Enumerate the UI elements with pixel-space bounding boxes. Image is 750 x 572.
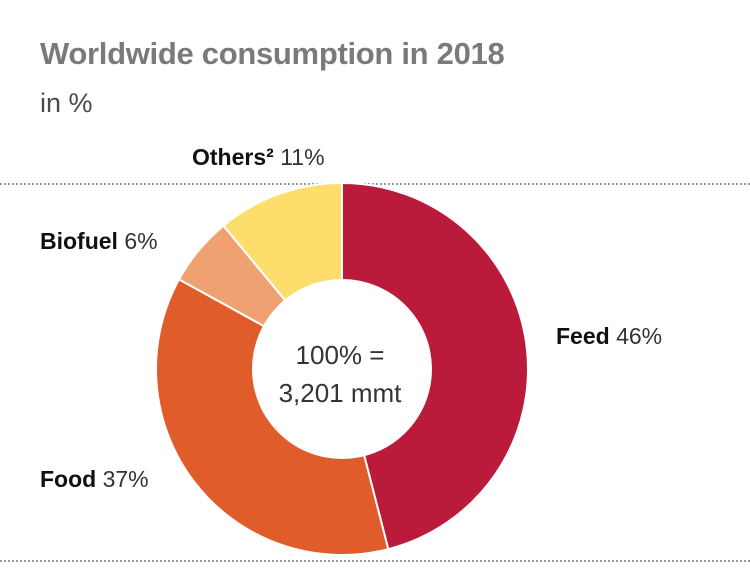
donut-hole	[252, 279, 432, 459]
slice-name-food: Food	[40, 466, 97, 492]
slice-value-biofuel: 6%	[124, 228, 158, 254]
chart-subtitle: in %	[40, 88, 93, 118]
center-label-line-2: 3,201 mmt	[278, 378, 402, 408]
slice-name-biofuel: Biofuel	[40, 228, 118, 254]
top-dotted-divider	[0, 183, 750, 185]
slice-label-biofuel: Biofuel 6%	[40, 228, 158, 255]
center-label-line-1: 100% =	[295, 340, 385, 370]
slice-value-others: 11%	[280, 144, 325, 170]
slice-feed	[341, 181, 529, 551]
slice-value-feed: 46%	[616, 323, 663, 349]
slice-label-feed: Feed 46%	[556, 323, 662, 350]
chart-title: Worldwide consumption in 2018	[40, 36, 505, 71]
slice-name-others: Others²	[192, 144, 274, 170]
bottom-dotted-divider	[0, 560, 750, 562]
slice-name-feed: Feed	[556, 323, 610, 349]
slice-label-food: Food 37%	[40, 466, 149, 493]
slice-value-food: 37%	[102, 466, 149, 492]
slice-label-others: Others² 11%	[192, 144, 325, 171]
donut-center-label: 100% = 3,201 mmt	[240, 336, 440, 412]
